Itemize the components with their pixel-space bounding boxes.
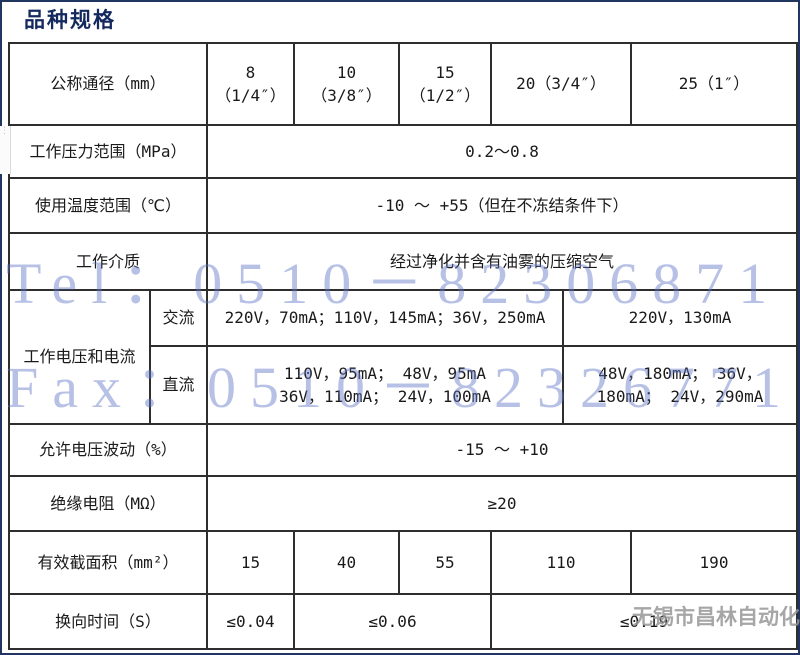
dc-values-small: 110V，95mA； 48V，95mA 36V，110mA； 24V，100mA [206,345,564,425]
row-temperature-range: 使用温度范围（℃） -10 ～ +55（但在不冻结条件下） [8,177,798,234]
working-medium-value: 经过净化并含有油雾的压缩空气 [206,232,798,291]
area-15-cell: 55 [398,530,492,595]
area-20-cell: 110 [490,530,632,595]
voltage-current-label: 工作电压和电流 [8,289,151,425]
page-title: 品种规格 [24,8,116,32]
area-8-cell: 15 [206,530,295,595]
nominal-diameter-label: 公称通径（mm） [8,42,208,126]
voltage-fluctuation-value: -15 ～ +10 [206,423,798,477]
area-10-cell: 40 [293,530,400,595]
nominal-20-cell: 20（3/4″） [490,42,632,126]
nominal-15-cell: 15 （1/2″） [398,42,492,126]
switching-time-label: 换向时间（S） [8,593,208,650]
scan-edge-artifact: ⋮ [0,126,11,174]
row-switching-time: 换向时间（S） ≤0.04 ≤0.06 ≤0.19 [8,593,798,650]
ac-values-large: 220V，130mA [562,289,798,347]
working-medium-label: 工作介质 [8,232,208,291]
ac-values-small: 220V，70mA；110V，145mA；36V，250mA [206,289,564,347]
row-working-medium: 工作介质 经过净化并含有油雾的压缩空气 [8,232,798,291]
switching-mid-cell: ≤0.06 [293,593,492,650]
effective-area-label: 有效截面积（mm²） [8,530,208,595]
row-voltage-ac: 工作电压和电流 交流 220V，70mA；110V，145mA；36V，250m… [8,289,798,425]
nominal-8-cell: 8 （1/4″） [206,42,295,126]
working-pressure-value: 0.2～0.8 [206,124,798,179]
temperature-range-value: -10 ～ +55（但在不冻结条件下） [206,177,798,234]
insulation-resistance-value: ≥20 [206,475,798,532]
working-pressure-label: 工作压力范围（MPa） [8,124,208,179]
row-voltage-dc: 直流 110V，95mA； 48V，95mA 36V，110mA； 24V，10… [9,345,798,425]
temperature-range-label: 使用温度范围（℃） [8,177,208,234]
nominal-25-cell: 25（1″） [630,42,798,126]
row-nominal-diameter: 公称通径（mm） 8 （1/4″） 10 （3/8″） 15 （1/2″） 20… [8,42,798,126]
row-effective-area: 有效截面积（mm²） 15 40 55 110 190 [8,530,798,595]
switching-8-cell: ≤0.04 [206,593,295,650]
dc-values-large: 48V，180mA； 36V， 180mA； 24V，290mA [562,345,798,425]
row-insulation-resistance: 绝缘电阻（MΩ） ≥20 [8,475,798,532]
switching-large-cell: ≤0.19 [490,593,798,650]
area-25-cell: 190 [630,530,798,595]
voltage-fluctuation-label: 允许电压波动（%） [8,423,208,477]
insulation-resistance-label: 绝缘电阻（MΩ） [8,475,208,532]
nominal-10-cell: 10 （3/8″） [293,42,400,126]
row-working-pressure: 工作压力范围（MPa） 0.2～0.8 [8,124,798,179]
row-voltage-fluctuation: 允许电压波动（%） -15 ～ +10 [8,423,798,477]
ac-label: 交流 [149,289,208,347]
dc-label: 直流 [149,345,208,425]
spec-table: 公称通径（mm） 8 （1/4″） 10 （3/8″） 15 （1/2″） 20… [8,42,798,650]
